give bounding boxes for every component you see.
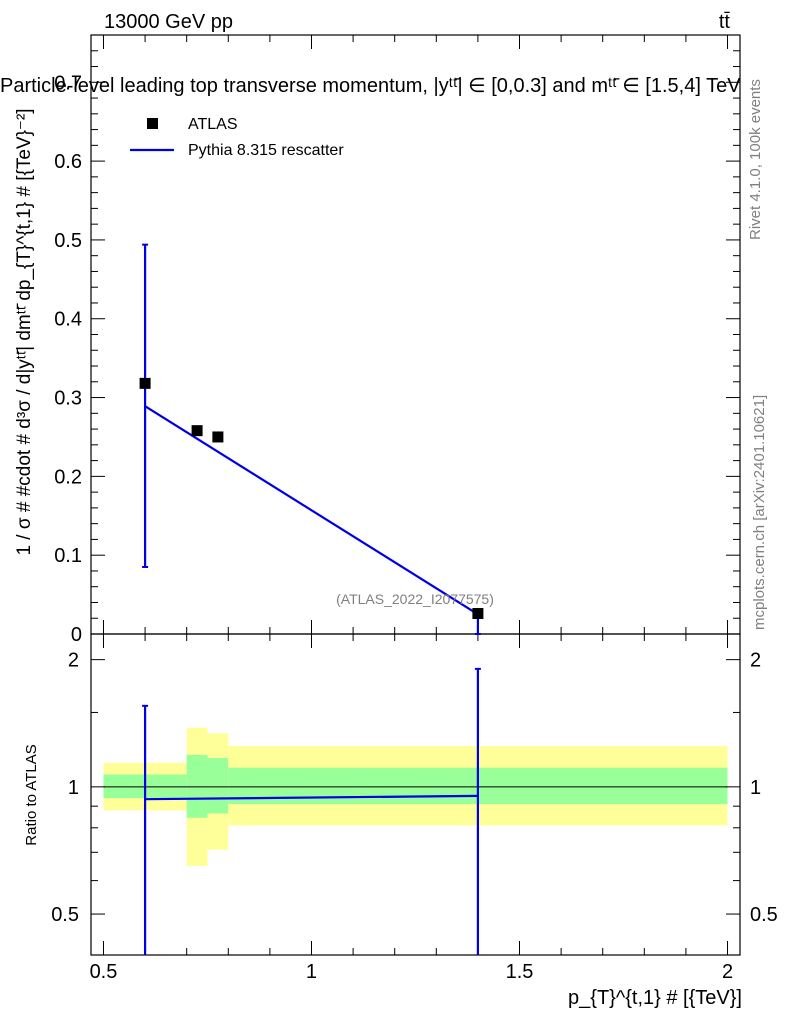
main-y-tick-label: 0.3 <box>54 388 82 410</box>
axis-ticks <box>91 34 740 955</box>
ratio-y-tick-label-left: 1 <box>68 777 79 799</box>
ratio-mc-line <box>145 794 478 801</box>
ratio-y-tick-label-right: 2 <box>750 650 761 672</box>
main-title: Particle-level leading top transverse mo… <box>0 75 741 97</box>
main-y-axis-title: 1 / σ # #cdot # d³σ / d|yᵗᵗ̄| dmᵗᵗ̄ dp_{… <box>14 108 35 555</box>
ratio-band-inner-1 <box>186 754 208 818</box>
data-point <box>472 608 484 620</box>
ratio-y-axis-title: Ratio to ATLAS <box>23 744 40 845</box>
main-y-tick-label: 0.1 <box>54 545 82 567</box>
data-point <box>191 425 203 437</box>
axis-tick-labels: 0.5 1 1.5 2 0 0.1 0.2 0.3 0.4 0.5 0.6 0.7 0.5 0.5 1 1 2 2 <box>51 72 778 983</box>
x-tick-label: 1.5 <box>506 961 534 983</box>
x-tick-label: 1 <box>306 961 317 983</box>
main-y-tick-label: 0 <box>71 624 82 646</box>
ratio-y-tick-label-right: 1 <box>750 777 761 799</box>
main-y-tick-label: 0.6 <box>54 151 82 173</box>
ratio-y-tick-label-left: 2 <box>68 650 79 672</box>
mcplots-source-label: mcplots.cern.ch [arXiv:2401.10621] <box>751 395 768 630</box>
main-y-tick-label: 0.5 <box>54 230 82 252</box>
main-y-tick-label: 0.2 <box>54 466 82 488</box>
data-point <box>212 431 224 443</box>
ratio-y-tick-label-right: 0.5 <box>750 904 778 926</box>
legend-mc-label: Pythia 8.315 rescatter <box>188 142 344 159</box>
main-y-tick-label: 0.7 <box>54 72 82 94</box>
main-y-tick-label: 0.4 <box>54 309 82 331</box>
x-tick-label: 2 <box>722 961 733 983</box>
ratio-plot-frame <box>90 633 741 956</box>
legend-data-label: ATLAS <box>188 116 238 133</box>
ratio-y-tick-label-left: 0.5 <box>51 904 79 926</box>
data-point <box>139 377 151 389</box>
x-axis-title: p_{T}^{t,1} # [{TeV}] <box>568 987 742 1009</box>
header-right: tt̄ <box>719 11 731 33</box>
mc-prediction-line <box>144 405 479 616</box>
x-tick-label: 0.5 <box>90 961 118 983</box>
ratio-band-inner-2 <box>207 758 229 814</box>
rivet-version-label: Rivet 4.1.0, 100k events <box>747 79 764 240</box>
chart-marks <box>103 243 728 955</box>
header-left: 13000 GeV pp <box>104 11 233 33</box>
legend-data-marker <box>147 118 158 129</box>
analysis-watermark: (ATLAS_2022_I2077575) <box>336 591 494 607</box>
